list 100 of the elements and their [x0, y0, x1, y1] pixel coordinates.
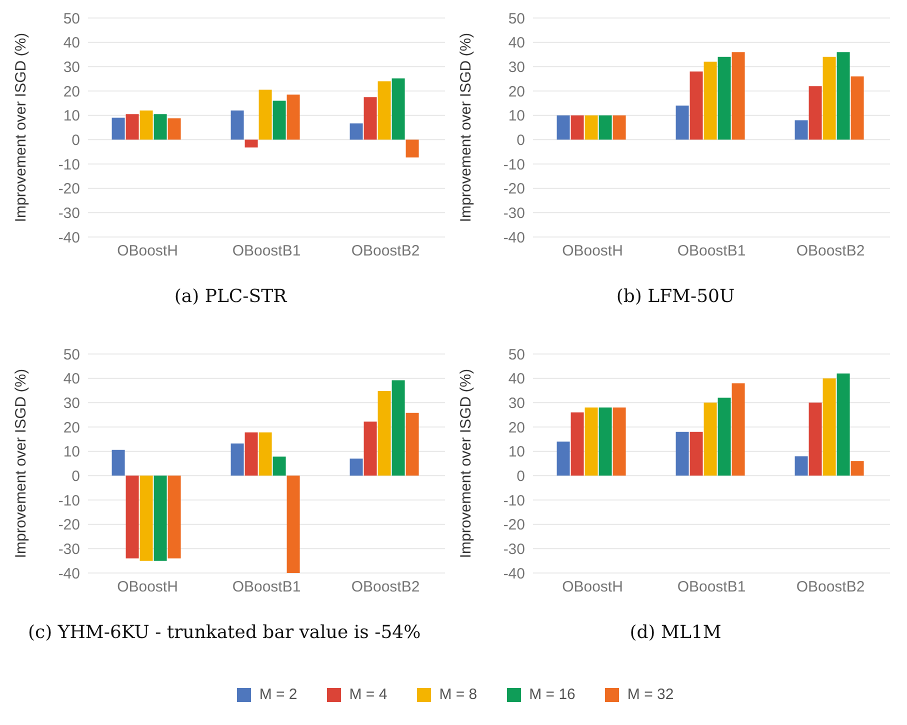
y-tick-label: 10	[508, 444, 525, 461]
bar	[850, 76, 864, 140]
bar	[704, 402, 717, 476]
text: (a) PLC-STR	[173, 285, 288, 309]
y-tick-label: -30	[58, 540, 80, 558]
legend-label: M = 2	[259, 686, 298, 703]
bar	[168, 476, 181, 558]
y-tick-label: 10	[508, 108, 525, 125]
y-tick-label: 30	[63, 394, 80, 412]
bar	[126, 114, 139, 140]
bar	[612, 408, 626, 476]
y-tick-label: 30	[508, 394, 525, 412]
y-tick-label: 0	[72, 468, 80, 485]
y-tick-label: -40	[503, 229, 525, 246]
y-tick-label: -20	[503, 180, 525, 198]
bar	[378, 81, 391, 140]
bar	[244, 432, 258, 476]
y-tick-label: 20	[508, 419, 525, 436]
bar	[718, 56, 731, 140]
bar	[286, 94, 300, 140]
bar	[364, 97, 377, 140]
y-tick-label: 50	[63, 10, 80, 28]
y-tick-label: 40	[508, 34, 525, 52]
bar	[570, 412, 584, 476]
bar	[364, 422, 377, 476]
bar	[836, 373, 850, 476]
x-tick-label: OBoostH	[117, 578, 178, 596]
y-tick-label: 30	[63, 58, 80, 76]
bar	[584, 115, 598, 140]
bar	[272, 100, 286, 140]
bar	[690, 432, 703, 476]
legend-label: M = 32	[627, 686, 674, 703]
x-tick-label: OBoostB2	[796, 578, 865, 596]
y-tick-label: -40	[58, 565, 80, 582]
y-tick-label: -10	[58, 492, 80, 510]
bar	[140, 110, 153, 140]
bar	[718, 398, 731, 476]
bar	[406, 412, 419, 476]
y-tick-label: 40	[508, 370, 525, 388]
y-tick-label: -30	[503, 204, 525, 222]
y-axis-title: Improvement over ISGD (%)	[12, 32, 30, 222]
bar	[140, 476, 153, 561]
bar	[258, 90, 272, 140]
bar	[230, 444, 244, 476]
bar	[406, 140, 419, 158]
bar	[350, 458, 363, 476]
bar	[230, 110, 244, 140]
y-tick-label: 40	[63, 370, 80, 388]
y-tick-label: -30	[58, 204, 80, 222]
x-tick-label: OBoostB1	[232, 242, 301, 260]
y-tick-label: 0	[516, 468, 525, 485]
bar	[822, 56, 836, 140]
y-tick-label: -10	[503, 156, 525, 174]
bar	[392, 380, 405, 476]
text: (c) YHM-6KU - trunkated bar value is -54%	[27, 621, 422, 645]
bar	[732, 52, 745, 140]
y-tick-label: 10	[63, 444, 80, 461]
legend-label: M = 4	[349, 686, 388, 703]
y-tick-label: 20	[508, 83, 525, 100]
bar	[822, 378, 836, 476]
bar	[612, 115, 626, 140]
y-tick-label: 50	[508, 346, 525, 364]
bar	[808, 86, 822, 140]
y-tick-label: -30	[503, 540, 525, 558]
y-tick-label: 0	[72, 132, 80, 149]
bar	[794, 456, 808, 476]
x-tick-label: OBoostH	[562, 578, 623, 596]
bar	[584, 408, 598, 476]
y-tick-label: -40	[58, 229, 80, 246]
bar	[676, 432, 689, 476]
bar	[258, 432, 272, 476]
bar	[598, 115, 612, 140]
y-axis-title: Improvement over ISGD (%)	[457, 32, 474, 222]
bar	[808, 402, 822, 476]
bar	[676, 106, 689, 140]
y-tick-label: 20	[63, 419, 80, 436]
y-tick-label: 0	[516, 132, 525, 149]
legend-label: M = 8	[439, 686, 478, 703]
y-tick-label: 50	[63, 346, 80, 364]
x-tick-label: OBoostB1	[677, 242, 746, 260]
bar	[244, 140, 258, 148]
bar	[378, 390, 391, 476]
y-tick-label: -40	[503, 565, 525, 582]
bar	[556, 115, 570, 140]
y-tick-label: 50	[508, 10, 525, 28]
x-tick-label: OBoostB1	[677, 578, 746, 596]
y-tick-label: 10	[63, 108, 80, 125]
y-tick-label: 30	[508, 58, 525, 76]
x-tick-label: OBoostB2	[796, 242, 865, 260]
y-tick-label: -10	[503, 492, 525, 510]
bar	[286, 476, 300, 573]
y-tick-label: -10	[58, 156, 80, 174]
bar	[392, 78, 405, 140]
y-tick-label: 40	[63, 34, 80, 52]
bar	[272, 456, 286, 476]
bar	[598, 408, 612, 476]
text: (b) LFM-50U	[615, 285, 736, 309]
y-tick-label: -20	[58, 180, 80, 198]
y-axis-title: Improvement over ISGD (%)	[12, 368, 30, 558]
x-tick-label: OBoostB1	[232, 578, 301, 596]
